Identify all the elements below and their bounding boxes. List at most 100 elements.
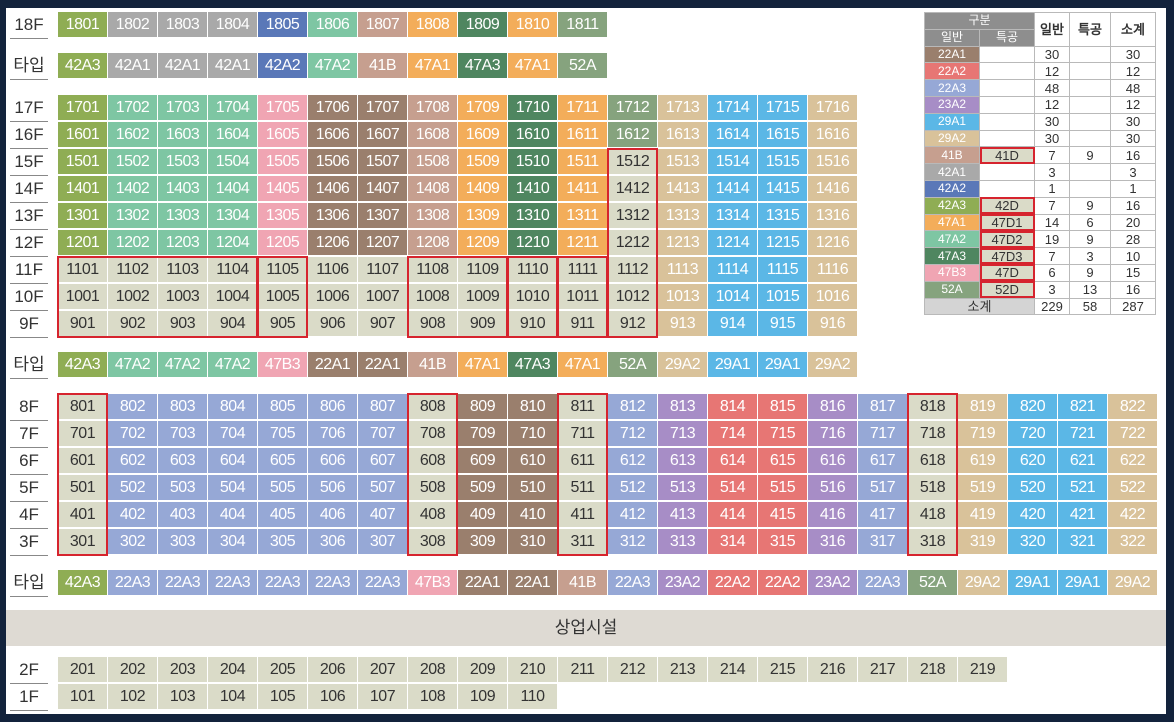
summary-header-subtotal: 소계 <box>1110 12 1156 47</box>
summary-type: 47A3 <box>924 247 980 265</box>
floor-underline <box>10 420 48 421</box>
summary-row: 42A1 3 3 <box>924 163 1156 181</box>
type-cell: 23A2 <box>808 570 857 595</box>
unit-cell: 811 <box>558 394 607 419</box>
unit-cell: 1014 <box>708 284 757 309</box>
unit-cell: 1404 <box>208 176 257 201</box>
unit-cell: 806 <box>308 394 357 419</box>
summary-type: 22A1 <box>924 45 980 64</box>
unit-cell: 1208 <box>408 230 457 255</box>
type-cell: 22A1 <box>508 570 557 595</box>
unit-cell: 1705 <box>258 95 307 120</box>
unit-cell: 1005 <box>258 284 307 309</box>
unit-cell: 506 <box>308 475 357 500</box>
summary-type: 42A3 <box>924 196 980 215</box>
unit-cell: 419 <box>958 502 1007 527</box>
commercial-unit-cell: 108 <box>408 684 457 709</box>
unit-cell: 603 <box>158 448 207 473</box>
unit-cell: 1516 <box>808 149 857 174</box>
unit-cell: 319 <box>958 529 1007 554</box>
unit-cell: 1114 <box>708 257 757 282</box>
summary-subtotal: 16 <box>1110 280 1156 299</box>
unit-cell: 1716 <box>808 95 857 120</box>
unit-cell: 1001 <box>58 284 107 309</box>
summary-general: 6 <box>1034 263 1070 282</box>
summary-total-general: 229 <box>1034 297 1070 316</box>
summary-row: 42A2 1 1 <box>924 179 1156 198</box>
floor-label: 12F <box>14 233 44 252</box>
commercial-unit-cell: 207 <box>358 657 407 682</box>
unit-cell: 818 <box>908 394 957 419</box>
unit-cell: 311 <box>558 529 607 554</box>
unit-cell: 817 <box>858 394 907 419</box>
summary-total-label: 소계 <box>924 297 1035 316</box>
unit-cell: 1611 <box>558 122 607 147</box>
unit-cell: 1004 <box>208 284 257 309</box>
type-cell: 22A3 <box>608 570 657 595</box>
unit-cell: 1215 <box>758 230 807 255</box>
unit-cell: 1503 <box>158 149 207 174</box>
type-cell: 22A1 <box>458 570 507 595</box>
type-cell: 22A3 <box>258 570 307 595</box>
summary-type: 41B <box>924 146 980 165</box>
unit-cell: 1011 <box>558 284 607 309</box>
unit-cell: 816 <box>808 394 857 419</box>
unit-cell: 1103 <box>158 257 207 282</box>
unit-cell: 709 <box>458 421 507 446</box>
floor-label: 타입 <box>13 56 45 75</box>
unit-cell: 1508 <box>408 149 457 174</box>
unit-cell: 907 <box>358 311 407 336</box>
unit-cell: 911 <box>558 311 607 336</box>
type-cell: 42A3 <box>58 352 107 377</box>
summary-subtotal: 3 <box>1110 163 1156 181</box>
summary-subtotal: 10 <box>1110 247 1156 265</box>
unit-cell: 908 <box>408 311 457 336</box>
unit-cell: 1111 <box>558 257 607 282</box>
unit-cell: 1412 <box>608 176 657 201</box>
unit-cell: 1205 <box>258 230 307 255</box>
summary-total-subtotal: 287 <box>1110 297 1156 316</box>
summary-special: 9 <box>1069 146 1111 165</box>
floor-underline <box>10 38 48 39</box>
unit-cell: 1102 <box>108 257 157 282</box>
type-cell: 29A1 <box>1058 570 1107 595</box>
type-summary-table: 구분 일반 특공 소계 일반 특공 22A1 30 30 22A2 12 12 22A3 48 48 23A2… <box>924 12 1156 316</box>
summary-general: 19 <box>1034 230 1070 249</box>
unit-cell: 1211 <box>558 230 607 255</box>
unit-cell: 604 <box>208 448 257 473</box>
summary-subtotal: 30 <box>1110 129 1156 148</box>
unit-cell: 1101 <box>58 257 107 282</box>
unit-cell: 507 <box>358 475 407 500</box>
unit-cell: 612 <box>608 448 657 473</box>
unit-cell: 1805 <box>258 12 307 37</box>
summary-subtotal: 12 <box>1110 95 1156 114</box>
unit-cell: 1401 <box>58 176 107 201</box>
unit-cell: 409 <box>458 502 507 527</box>
unit-cell: 509 <box>458 475 507 500</box>
summary-subtotal: 1 <box>1110 179 1156 198</box>
floor-label: 3F <box>19 532 39 551</box>
floor-underline <box>10 501 48 502</box>
unit-cell: 1414 <box>708 176 757 201</box>
unit-cell: 1009 <box>458 284 507 309</box>
unit-cell: 1709 <box>458 95 507 120</box>
unit-cell: 1408 <box>408 176 457 201</box>
summary-special-type <box>979 112 1035 131</box>
unit-cell: 615 <box>758 448 807 473</box>
type-cell: 41B <box>558 570 607 595</box>
type-cell: 47A2 <box>158 352 207 377</box>
unit-cell: 503 <box>158 475 207 500</box>
unit-cell: 621 <box>1058 448 1107 473</box>
unit-cell: 815 <box>758 394 807 419</box>
unit-cell: 715 <box>758 421 807 446</box>
summary-special <box>1069 45 1111 64</box>
unit-cell: 704 <box>208 421 257 446</box>
type-cell: 22A3 <box>358 570 407 595</box>
unit-cell: 1207 <box>358 230 407 255</box>
type-cell: 47A1 <box>408 53 457 78</box>
unit-cell: 606 <box>308 448 357 473</box>
unit-cell: 1603 <box>158 122 207 147</box>
summary-special-type: 47D2 <box>979 230 1035 249</box>
unit-cell: 1210 <box>508 230 557 255</box>
summary-type: 23A2 <box>924 95 980 114</box>
